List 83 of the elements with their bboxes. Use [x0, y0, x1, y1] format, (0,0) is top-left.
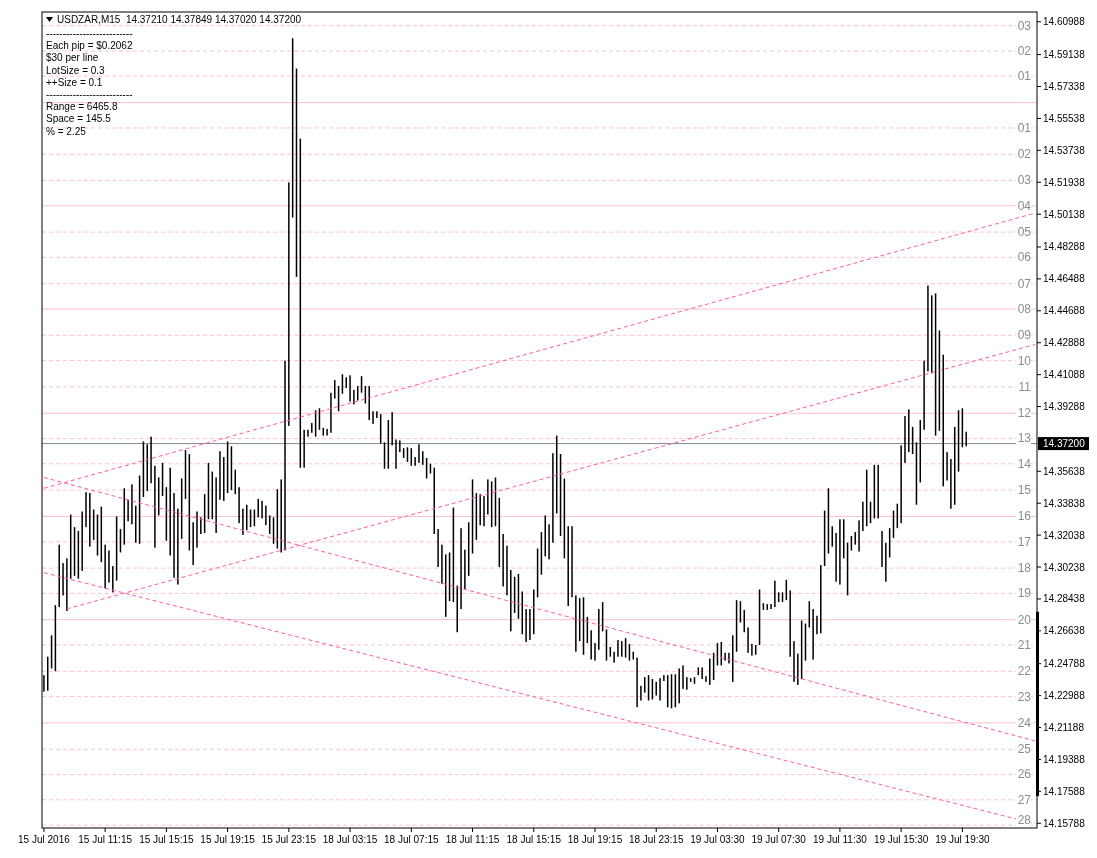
x-tick-label: 19 Jul 11:30 [813, 834, 868, 845]
y-tick-label: 14.46488 [1043, 273, 1086, 285]
y-tick-label: 14.53738 [1043, 144, 1086, 156]
annotation: 26 [1017, 767, 1032, 782]
annotation: 10 [1017, 353, 1032, 368]
annotation: 08 [1017, 302, 1032, 316]
y-tick-label: 14.19388 [1043, 753, 1086, 765]
y-tick-label: 14.55538 [1043, 112, 1086, 124]
y-tick-label: 14.59138 [1043, 49, 1086, 61]
x-tick-label: 18 Jul 19:15 [567, 834, 623, 845]
annotation: 01 [1017, 120, 1032, 135]
annotation: 28 [1017, 813, 1032, 827]
annotation: 09 [1017, 328, 1032, 343]
x-tick-label: 18 Jul 11:15 [445, 834, 500, 845]
annotation: $30 per line [46, 52, 99, 64]
y-tick-label: 14.44688 [1043, 305, 1086, 317]
annotation: 07 [1017, 276, 1032, 291]
annotation: 16 [1017, 509, 1032, 524]
y-tick-label: 14.51938 [1043, 176, 1086, 188]
annotation: Space = 145.5 [46, 113, 112, 125]
y-tick-label: 14.35638 [1043, 465, 1086, 477]
annotation: 27 [1017, 792, 1032, 807]
annotation: % = 2.25 [46, 125, 87, 137]
y-tick-label: 14.39288 [1043, 401, 1086, 413]
y-tick-label: 14.17588 [1043, 785, 1086, 797]
x-tick-label: 18 Jul 03:15 [322, 834, 378, 845]
y-tick-label: 14.28438 [1043, 593, 1086, 605]
x-tick-label: 15 Jul 2016 [18, 834, 71, 845]
annotation: 14 [1017, 456, 1032, 471]
x-tick-label: 15 Jul 23:15 [261, 834, 317, 845]
annotation: 02 [1017, 147, 1032, 162]
x-tick-label: 19 Jul 03:30 [690, 834, 746, 845]
y-tick-label: 14.22988 [1043, 690, 1086, 702]
y-tick-label: 14.30238 [1043, 561, 1086, 573]
x-tick-label: 19 Jul 07:30 [751, 834, 807, 845]
annotation: 01 [1017, 69, 1032, 84]
y-tick-label: 14.50138 [1043, 208, 1086, 220]
y-tick-label: 14.24788 [1043, 658, 1086, 670]
annotation: 22 [1017, 664, 1032, 679]
annotation: 02 [1017, 44, 1032, 59]
x-tick-label: 15 Jul 15:15 [139, 834, 195, 845]
annotation: Each pip = $0.2062 [46, 40, 133, 52]
annotation: -------------------------- [46, 28, 133, 39]
x-tick-label: 18 Jul 15:15 [506, 834, 562, 845]
annotation: -------------------------- [46, 89, 133, 100]
annotation: 21 [1017, 638, 1032, 653]
annotation: Range = 6465.8 [46, 101, 118, 113]
annotation: 05 [1017, 225, 1032, 240]
annotation: 13 [1017, 431, 1032, 446]
annotation: 18 [1017, 561, 1032, 576]
annotation: LotSize = 0.3 [46, 64, 106, 76]
y-tick-label: 14.48288 [1043, 241, 1086, 253]
y-tick-label: 14.57338 [1043, 81, 1086, 93]
x-tick-label: 18 Jul 07:15 [384, 834, 439, 845]
annotation: 03 [1017, 173, 1032, 188]
annotation: 12 [1017, 406, 1032, 421]
x-tick-label: 19 Jul 15:30 [873, 834, 929, 845]
y-tick-label: 14.42888 [1043, 337, 1086, 349]
chart-title: USDZAR,M15 14.37210 14.37849 14.37020 14.37200 [57, 14, 302, 25]
x-tick-label: 19 Jul 19:30 [935, 834, 991, 845]
y-tick-label: 14.15788 [1043, 817, 1086, 829]
x-tick-label: 15 Jul 11:15 [78, 834, 133, 845]
annotation: 04 [1017, 198, 1032, 213]
annotation: 06 [1017, 250, 1032, 265]
y-tick-label: 14.60988 [1043, 16, 1086, 28]
annotation: 15 [1017, 483, 1032, 498]
y-tick-label: 14.26638 [1043, 625, 1086, 637]
annotation: ++Size = 0.1 [46, 76, 103, 88]
annotation: 19 [1017, 586, 1032, 601]
y-tick-label: 14.21188 [1043, 722, 1085, 733]
ref-line-label: 14.37200 [1043, 438, 1086, 450]
annotation: 25 [1017, 742, 1032, 757]
x-tick-label: 15 Jul 19:15 [200, 834, 256, 845]
annotation: 17 [1017, 534, 1032, 549]
annotation: 03 [1017, 18, 1032, 33]
y-tick-label: 14.41088 [1043, 369, 1086, 381]
annotation: 24 [1017, 715, 1032, 730]
x-tick-label: 18 Jul 23:15 [628, 834, 684, 845]
annotation: 11 [1018, 379, 1032, 394]
annotation: 20 [1017, 612, 1032, 627]
y-tick-label: 14.33838 [1043, 497, 1086, 509]
y-tick-label: 14.32038 [1043, 529, 1086, 541]
annotation: 23 [1017, 689, 1032, 704]
